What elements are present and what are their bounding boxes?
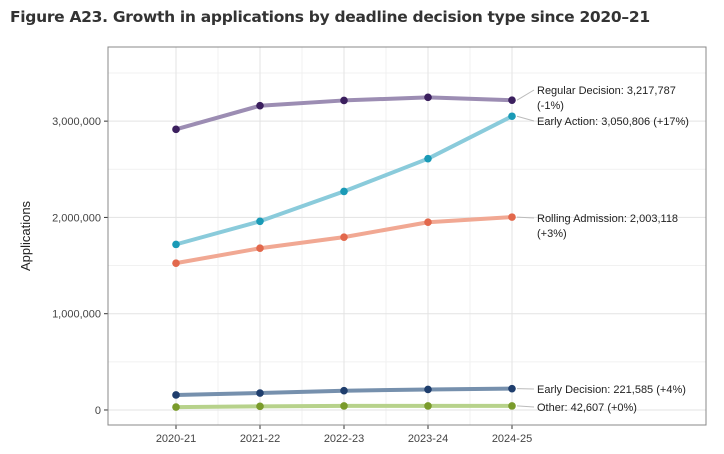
data-label: Regular Decision: 3,217,787 bbox=[537, 85, 676, 97]
data-point bbox=[256, 244, 264, 253]
label-leader bbox=[516, 89, 535, 101]
data-point bbox=[172, 391, 180, 399]
data-point bbox=[256, 402, 264, 411]
series-other: Other: 42,607 (+0%) bbox=[172, 402, 637, 414]
y-tick-label: 3,000,000 bbox=[52, 116, 101, 128]
data-label: Other: 42,607 (+0%) bbox=[537, 402, 637, 414]
data-point bbox=[172, 240, 180, 249]
plot-border bbox=[107, 46, 707, 426]
data-point bbox=[340, 96, 348, 105]
chart-title: Figure A23. Growth in applications by de… bbox=[10, 8, 650, 26]
data-point bbox=[508, 112, 516, 121]
data-point bbox=[424, 154, 432, 163]
data-point bbox=[424, 385, 432, 394]
label-leader bbox=[516, 115, 535, 122]
data-point bbox=[508, 213, 516, 221]
series-early-action: Early Action: 3,050,806 (+17%) bbox=[172, 112, 689, 249]
data-point bbox=[256, 217, 264, 226]
data-point bbox=[340, 386, 348, 395]
label-leader bbox=[516, 216, 535, 219]
data-point bbox=[424, 93, 432, 102]
data-point bbox=[508, 402, 516, 410]
series-regular-decision: Regular Decision: 3,217,787 (-1%) bbox=[172, 85, 676, 134]
series-rolling-admission: Rolling Admission: 2,003,118 (+3%) bbox=[172, 213, 678, 267]
data-point bbox=[340, 402, 348, 410]
data-label-change: (-1%) bbox=[537, 100, 564, 112]
data-point bbox=[172, 125, 180, 134]
y-tick-label: 2,000,000 bbox=[52, 212, 101, 224]
data-label-change: (+3%) bbox=[537, 228, 567, 240]
data-point bbox=[424, 218, 432, 227]
x-tick-label: 2024-25 bbox=[492, 433, 532, 445]
y-tick-label: 1,000,000 bbox=[52, 309, 101, 321]
x-tick-label: 2021-22 bbox=[240, 433, 280, 445]
x-tick-label: 2020-21 bbox=[156, 433, 196, 445]
data-point bbox=[340, 233, 348, 241]
data-label: Early Decision: 221,585 (+4%) bbox=[537, 384, 686, 396]
y-axis-label: Applications bbox=[18, 200, 33, 271]
series-early-decision: Early Decision: 221,585 (+4%) bbox=[172, 384, 686, 399]
data-point bbox=[340, 187, 348, 196]
data-label: Early Action: 3,050,806 (+17%) bbox=[537, 116, 689, 128]
data-point bbox=[256, 389, 264, 397]
data-point bbox=[508, 384, 516, 393]
data-point bbox=[172, 403, 180, 411]
data-label: Rolling Admission: 2,003,118 bbox=[537, 213, 678, 225]
x-tick-label: 2023-24 bbox=[408, 433, 448, 445]
data-point bbox=[508, 96, 516, 104]
y-tick-label: 0 bbox=[95, 405, 101, 417]
data-point bbox=[256, 101, 264, 110]
data-point bbox=[424, 402, 432, 410]
x-tick-label: 2022-23 bbox=[324, 433, 364, 445]
data-point bbox=[172, 259, 180, 267]
label-leader bbox=[516, 405, 535, 408]
